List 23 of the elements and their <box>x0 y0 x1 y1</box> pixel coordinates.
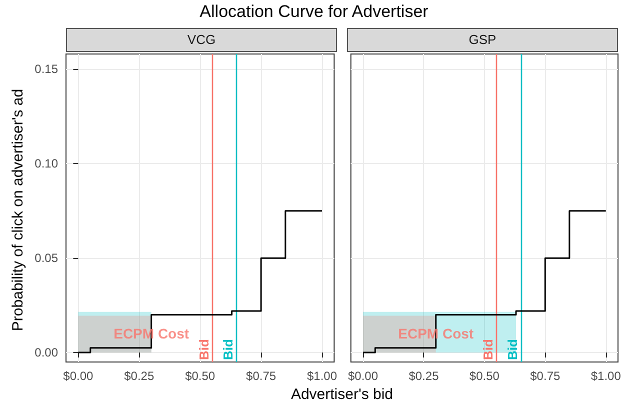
x-tick-label: $0.25 <box>408 369 440 383</box>
y-axis-title: Probability of click on advertiser's ad <box>10 88 26 332</box>
x-tick-label: $0.00 <box>63 369 94 383</box>
x-axis-title: Advertiser's bid <box>290 386 394 403</box>
ref-line-label: Bid <box>480 339 496 360</box>
x-tick-label: $0.00 <box>348 369 378 383</box>
ref-line-label: Bid <box>196 339 212 360</box>
ref-line-label: Bid <box>220 339 236 360</box>
y-tick-label: 0.00 <box>34 346 58 360</box>
chart-subtitle: VCG <box>66 28 337 52</box>
x-tick-label: $0.75 <box>530 369 560 383</box>
x-tick-label: $1.00 <box>306 369 338 383</box>
y-tick-label: 0.15 <box>34 62 58 76</box>
y-tick-label: 0.10 <box>34 156 58 171</box>
ref-line-label: Bid <box>504 339 520 360</box>
x-tick-label: $0.25 <box>124 369 154 383</box>
x-tick-label: $1.00 <box>590 369 622 383</box>
x-tick-label: $0.50 <box>469 369 500 383</box>
y-tick-label: 0.05 <box>34 251 58 266</box>
x-tick-label: $0.75 <box>246 369 276 383</box>
chart-subtitle: GSP <box>347 28 618 52</box>
chart-title: Allocation Curve for Advertiser <box>198 2 430 22</box>
x-tick-label: $0.50 <box>185 369 216 383</box>
